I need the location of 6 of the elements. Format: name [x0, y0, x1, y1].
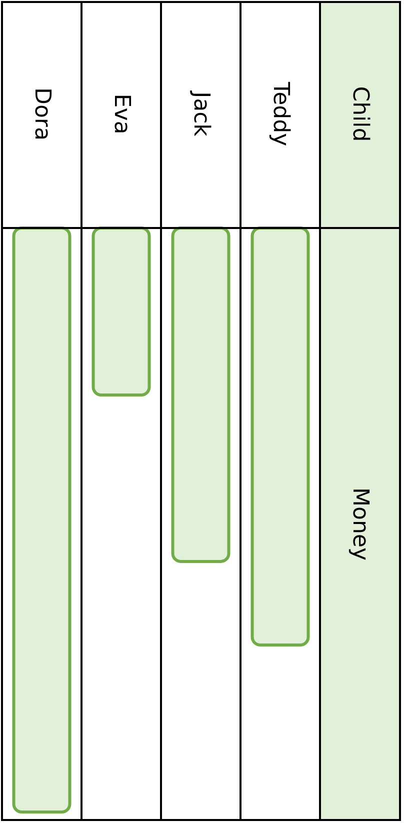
y-axis-title: Money: [348, 488, 372, 560]
x-tick-label: Jack: [188, 90, 214, 137]
x-tick-label: Eva: [108, 94, 134, 134]
text: Child: [348, 86, 372, 142]
x-tick-label: Teddy: [268, 80, 293, 146]
x-tick-label: Dora: [29, 88, 54, 140]
